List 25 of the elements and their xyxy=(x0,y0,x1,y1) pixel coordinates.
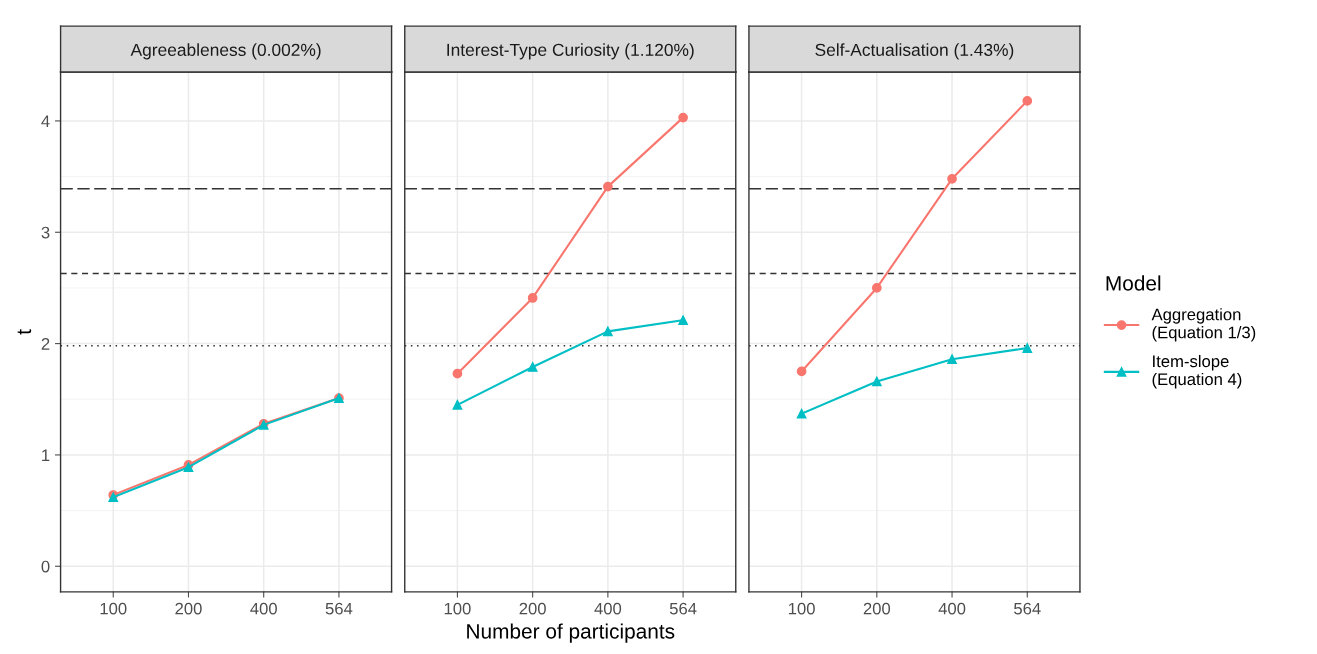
x-tick-label: 200 xyxy=(863,602,891,615)
y-tick-label: 3 xyxy=(41,226,50,239)
x-axis-title: Number of participants xyxy=(467,623,675,643)
x-tick-label: 100 xyxy=(100,602,127,615)
x-tick-label: 564 xyxy=(325,602,353,615)
x-tick-label: 200 xyxy=(519,602,546,615)
y-tick-label: 4 xyxy=(41,115,50,127)
x-tick-label: 100 xyxy=(788,602,815,615)
y-axis-title: t xyxy=(17,329,32,335)
legend-label: Aggregation (Equation 1/3) xyxy=(1151,308,1256,342)
x-tick-label: 564 xyxy=(669,602,697,615)
x-tick-label: 400 xyxy=(250,602,277,615)
y-tick-label: 1 xyxy=(42,449,50,461)
y-tick-label: 2 xyxy=(41,338,50,350)
chart-title: Agreeableness (0.002%) xyxy=(130,43,321,60)
x-tick-label: 400 xyxy=(938,602,966,615)
x-tick-label: 400 xyxy=(594,602,622,615)
legend-title: Model xyxy=(1106,275,1161,291)
x-tick-label: 100 xyxy=(444,602,471,615)
chart-title: Self-Actualisation (1.43%) xyxy=(815,43,1014,60)
x-tick-label: 200 xyxy=(175,602,202,615)
x-tick-label: 564 xyxy=(1014,602,1041,615)
y-tick-label: 0 xyxy=(41,560,50,573)
chart-title: Interest-Type Curiosity (1.120%) xyxy=(447,43,694,60)
legend-label: Item-slope (Equation 4) xyxy=(1152,354,1242,389)
